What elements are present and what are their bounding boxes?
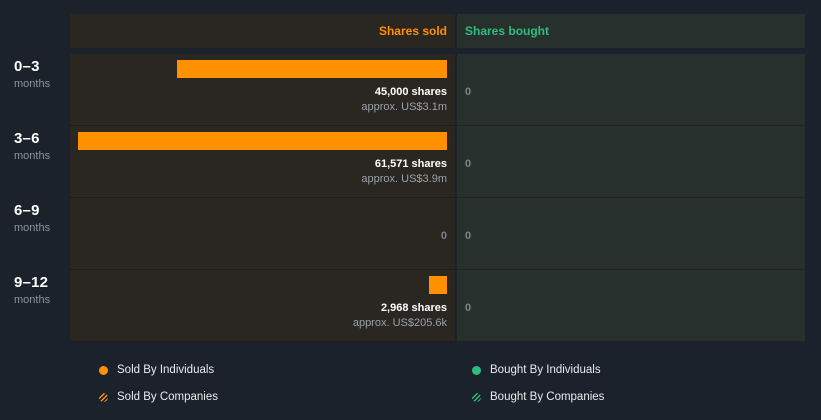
chart-legend: Sold By Individuals Sold By Companies Bo… bbox=[14, 364, 805, 418]
period-label: 6–9 months bbox=[14, 198, 70, 270]
legend-label: Sold By Individuals bbox=[117, 364, 215, 376]
sold-shares-value: 45,000 shares bbox=[374, 86, 447, 98]
header-spacer bbox=[14, 14, 70, 48]
period-unit: months bbox=[14, 78, 51, 90]
period-range: 3–6 bbox=[14, 130, 40, 147]
bought-shares-value: 0 bbox=[465, 86, 472, 98]
sold-approx-value: approx. US$3.9m bbox=[361, 173, 447, 185]
sold-bar[interactable] bbox=[177, 60, 447, 78]
bought-shares-value: 0 bbox=[465, 158, 472, 170]
period-unit: months bbox=[14, 222, 51, 234]
chart-header-row: Shares sold Shares bought bbox=[14, 14, 805, 48]
period-unit: months bbox=[14, 150, 51, 162]
sold-cell: 2,968 shares approx. US$205.6k bbox=[70, 270, 455, 342]
legend-bought-by-companies[interactable]: Bought By Companies bbox=[472, 391, 604, 403]
period-label: 9–12 months bbox=[14, 270, 70, 342]
bought-individuals-dot-icon bbox=[472, 365, 481, 375]
shares-bought-header: Shares bought bbox=[457, 14, 805, 48]
legend-sold-column: Sold By Individuals Sold By Companies bbox=[85, 364, 456, 418]
sold-cell: 45,000 shares approx. US$3.1m bbox=[70, 54, 455, 126]
bought-cell: 0 bbox=[457, 54, 805, 126]
bought-shares-value: 0 bbox=[465, 230, 472, 242]
period-range: 0–3 bbox=[14, 58, 40, 75]
sold-shares-value: 0 bbox=[440, 230, 447, 242]
sold-individuals-dot-icon bbox=[99, 365, 108, 375]
column-divider bbox=[455, 14, 457, 48]
period-label: 3–6 months bbox=[14, 126, 70, 198]
column-divider bbox=[455, 54, 457, 126]
sold-cell: 61,571 shares approx. US$3.9m bbox=[70, 126, 455, 198]
legend-sold-by-companies[interactable]: Sold By Companies bbox=[99, 391, 456, 403]
sold-approx-value: approx. US$3.1m bbox=[361, 101, 447, 113]
period-range: 9–12 bbox=[14, 274, 49, 291]
period-label: 0–3 months bbox=[14, 54, 70, 126]
legend-sold-by-individuals[interactable]: Sold By Individuals bbox=[99, 364, 456, 376]
shares-sold-header: Shares sold bbox=[70, 14, 455, 48]
chart-row-9-12-months: 9–12 months 2,968 shares approx. US$205.… bbox=[14, 270, 805, 342]
chart-row-0-3-months: 0–3 months 45,000 shares approx. US$3.1m… bbox=[14, 54, 805, 126]
column-divider bbox=[455, 126, 457, 198]
legend-label: Bought By Individuals bbox=[490, 364, 601, 376]
legend-label: Bought By Companies bbox=[490, 391, 605, 403]
bought-shares-value: 0 bbox=[465, 302, 472, 314]
legend-bought-column: Bought By Individuals Bought By Companie… bbox=[456, 364, 604, 418]
bought-cell: 0 bbox=[457, 198, 805, 270]
period-unit: months bbox=[14, 294, 51, 306]
bought-cell: 0 bbox=[457, 270, 805, 342]
bought-companies-hatched-dot-icon bbox=[472, 392, 481, 402]
legend-bought-by-individuals[interactable]: Bought By Individuals bbox=[472, 364, 604, 376]
sold-approx-value: approx. US$205.6k bbox=[352, 317, 447, 329]
bought-cell: 0 bbox=[457, 126, 805, 198]
sold-shares-value: 2,968 shares bbox=[380, 302, 447, 314]
sold-shares-value: 61,571 shares bbox=[374, 158, 447, 170]
column-divider bbox=[455, 270, 457, 342]
legend-label: Sold By Companies bbox=[117, 391, 218, 403]
column-divider bbox=[455, 198, 457, 270]
period-range: 6–9 bbox=[14, 202, 40, 219]
sold-bar[interactable] bbox=[429, 276, 447, 294]
chart-row-3-6-months: 3–6 months 61,571 shares approx. US$3.9m… bbox=[14, 126, 805, 198]
sold-companies-hatched-dot-icon bbox=[99, 392, 108, 402]
sold-bar[interactable] bbox=[78, 132, 447, 150]
chart-row-6-9-months: 6–9 months 0 0 bbox=[14, 198, 805, 270]
sold-cell: 0 bbox=[70, 198, 455, 270]
